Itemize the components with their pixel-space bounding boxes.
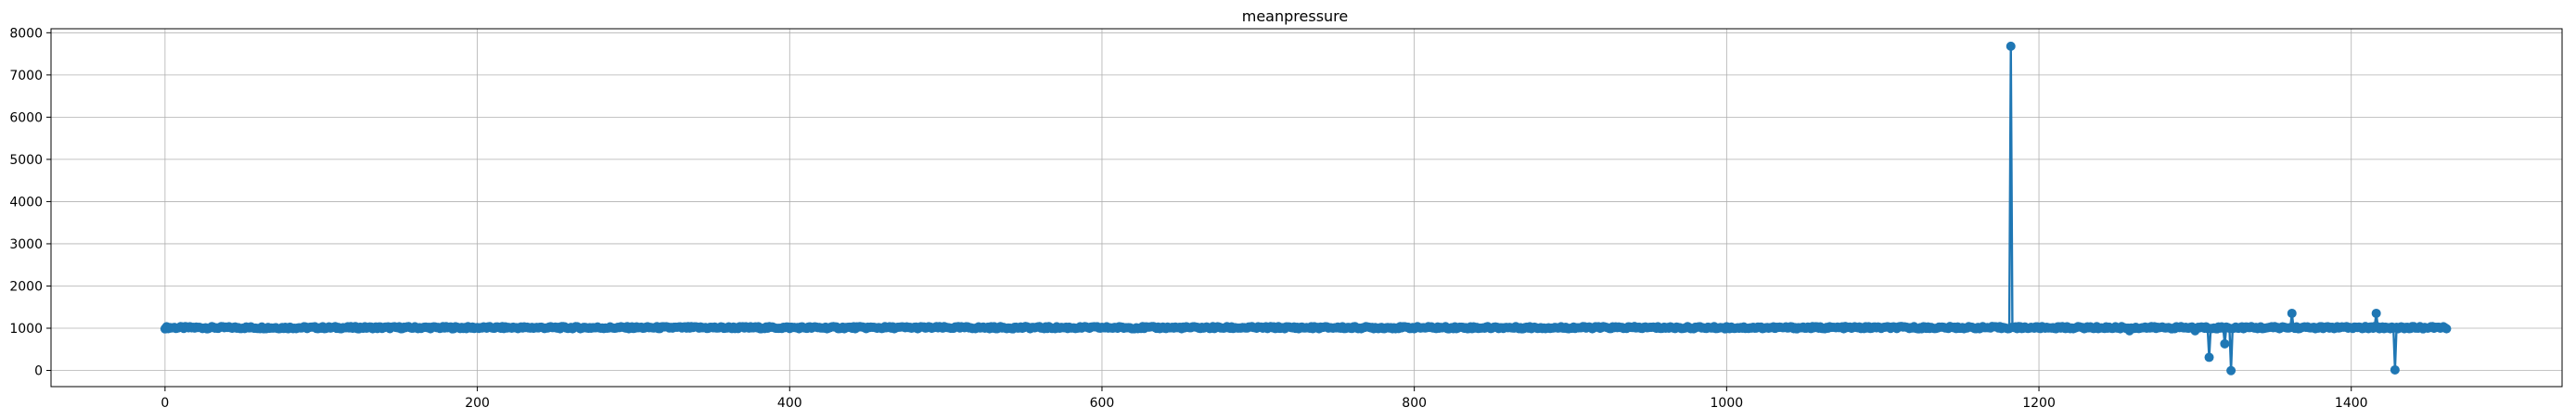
x-tick-label: 1400: [2335, 396, 2368, 411]
y-tick-label: 3000: [9, 237, 43, 252]
y-tick-label: 4000: [9, 195, 43, 210]
x-tick-label: 400: [777, 396, 802, 411]
y-tick-label: 5000: [9, 153, 43, 168]
series-meanpressure: [160, 41, 2452, 375]
y-tick-label: 8000: [9, 26, 43, 41]
data-point: [2441, 324, 2452, 334]
data-point: [2287, 308, 2297, 318]
data-point: [2204, 352, 2214, 363]
y-tick-label: 1000: [9, 322, 43, 337]
axis-ticks: 0 200 400 600 800 1000 1200 1400 0 1000 2000 3000 40…: [9, 26, 2367, 411]
axes-frame: [50, 28, 2563, 388]
chart-title: meanpressure: [1242, 7, 1348, 25]
x-tick-label: 600: [1090, 396, 1115, 411]
y-tick-label: 6000: [9, 110, 43, 125]
y-tick-label: 2000: [9, 279, 43, 294]
data-point: [2390, 364, 2400, 375]
y-tick-label: 7000: [9, 69, 43, 83]
x-tick-label: 800: [1402, 396, 1427, 411]
y-tick-label: 0: [34, 364, 43, 379]
data-point: [2220, 338, 2230, 349]
data-point: [2006, 41, 2016, 51]
x-tick-label: 1000: [1711, 396, 1744, 411]
x-tick-label: 1200: [2022, 396, 2056, 411]
x-tick-label: 0: [160, 396, 169, 411]
data-point: [2226, 365, 2236, 375]
x-tick-label: 200: [465, 396, 490, 411]
data-point: [2371, 308, 2381, 318]
